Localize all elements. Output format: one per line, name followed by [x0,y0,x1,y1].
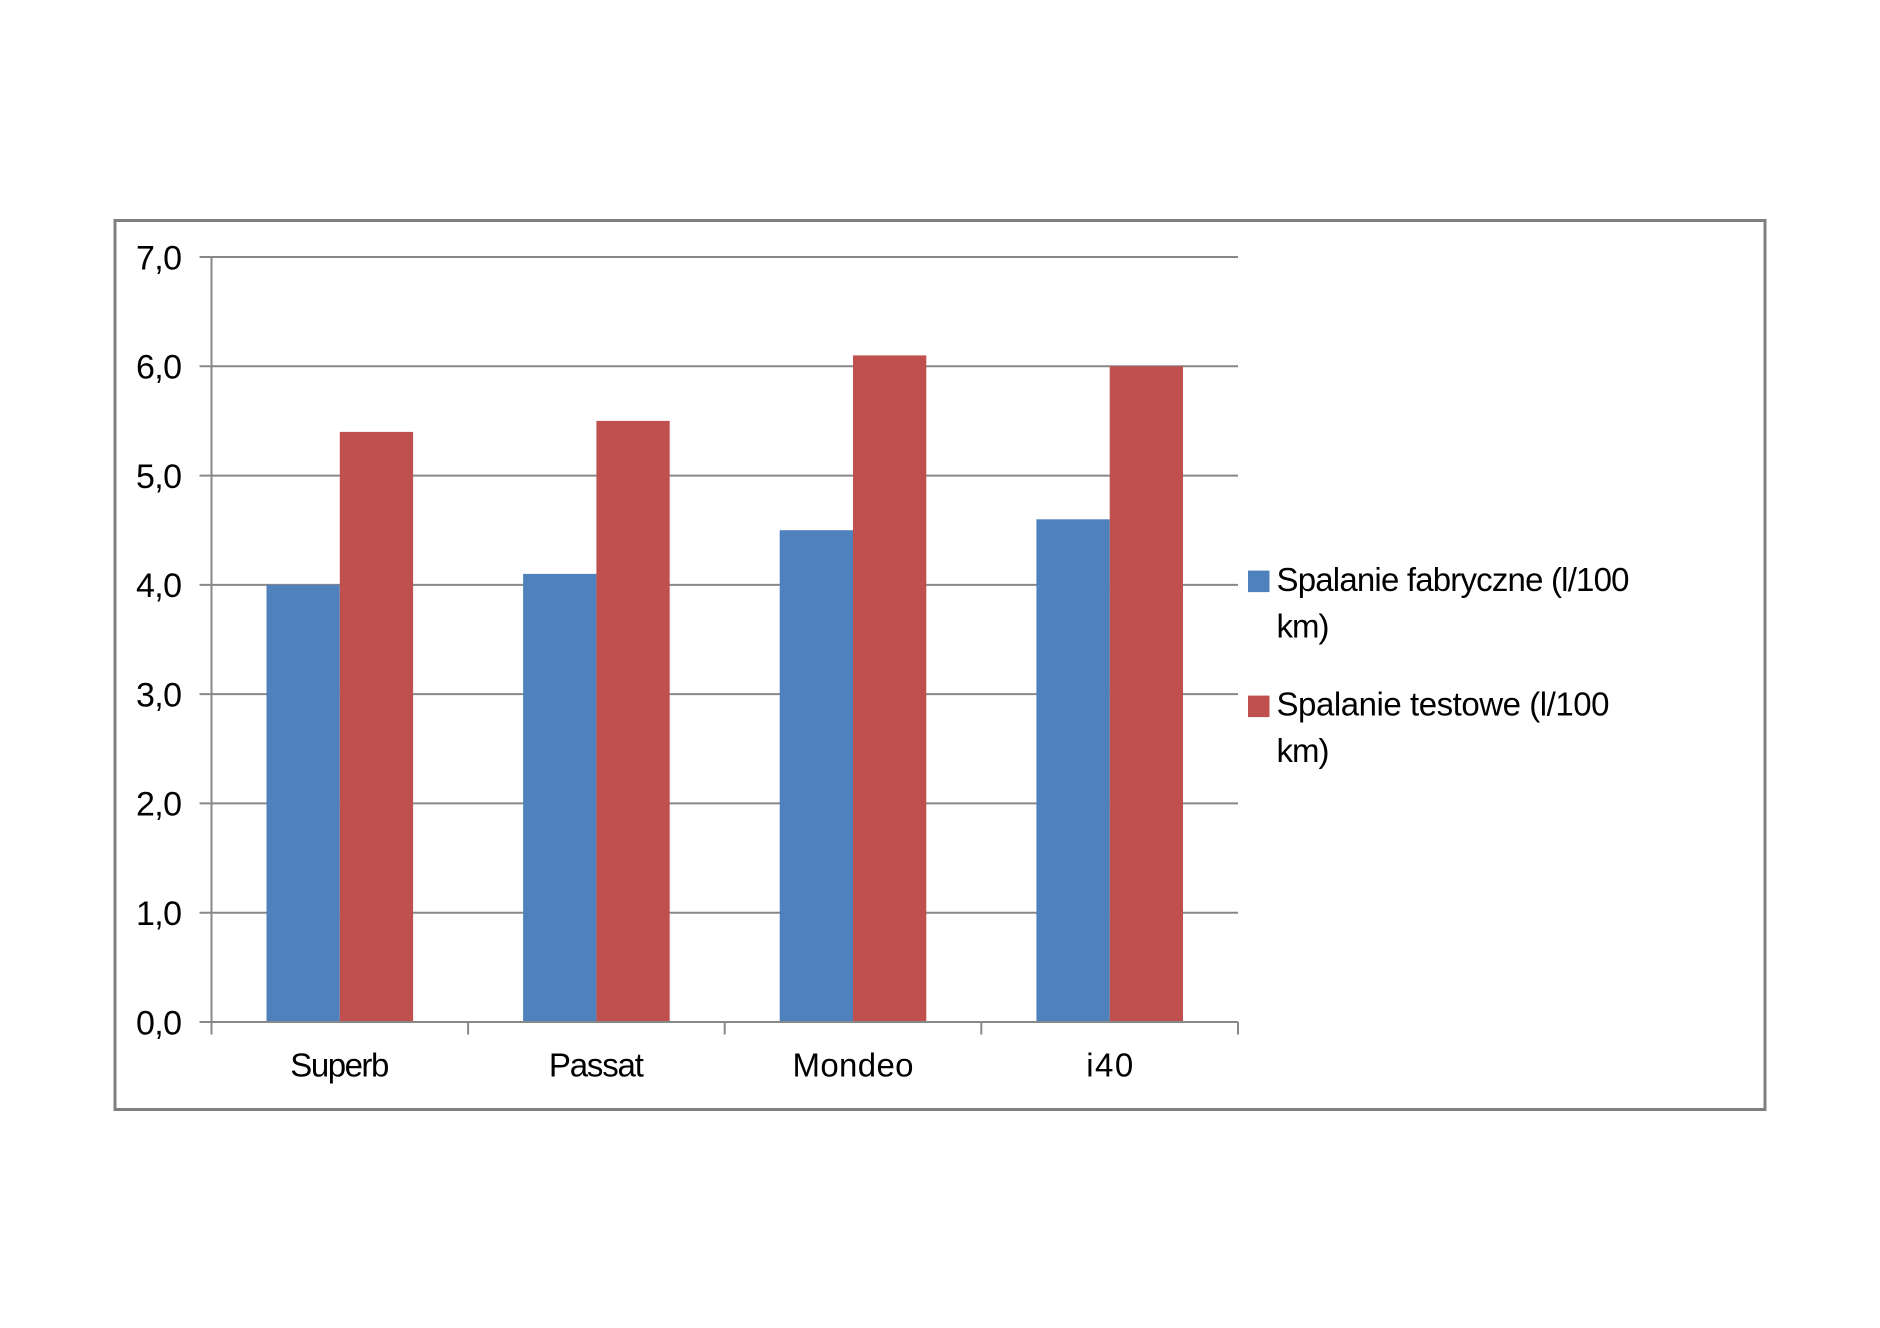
svg-text:0,0: 0,0 [136,1004,182,1042]
svg-text:3,0: 3,0 [136,676,182,714]
svg-text:Mondeo: Mondeo [793,1047,914,1084]
svg-text:1,0: 1,0 [136,895,182,933]
svg-text:Spalanie fabryczne (l/100: Spalanie fabryczne (l/100 [1277,561,1630,598]
svg-text:i40: i40 [1086,1047,1133,1084]
svg-text:2,0: 2,0 [136,786,182,824]
svg-text:4,0: 4,0 [136,567,182,605]
svg-text:7,0: 7,0 [136,239,182,277]
svg-text:km): km) [1277,608,1330,645]
svg-text:Superb: Superb [290,1047,389,1084]
svg-text:Spalanie testowe (l/100: Spalanie testowe (l/100 [1277,685,1610,722]
svg-text:Passat: Passat [549,1047,644,1084]
svg-text:6,0: 6,0 [136,349,182,387]
svg-text:km): km) [1277,732,1330,769]
svg-text:5,0: 5,0 [136,458,182,496]
